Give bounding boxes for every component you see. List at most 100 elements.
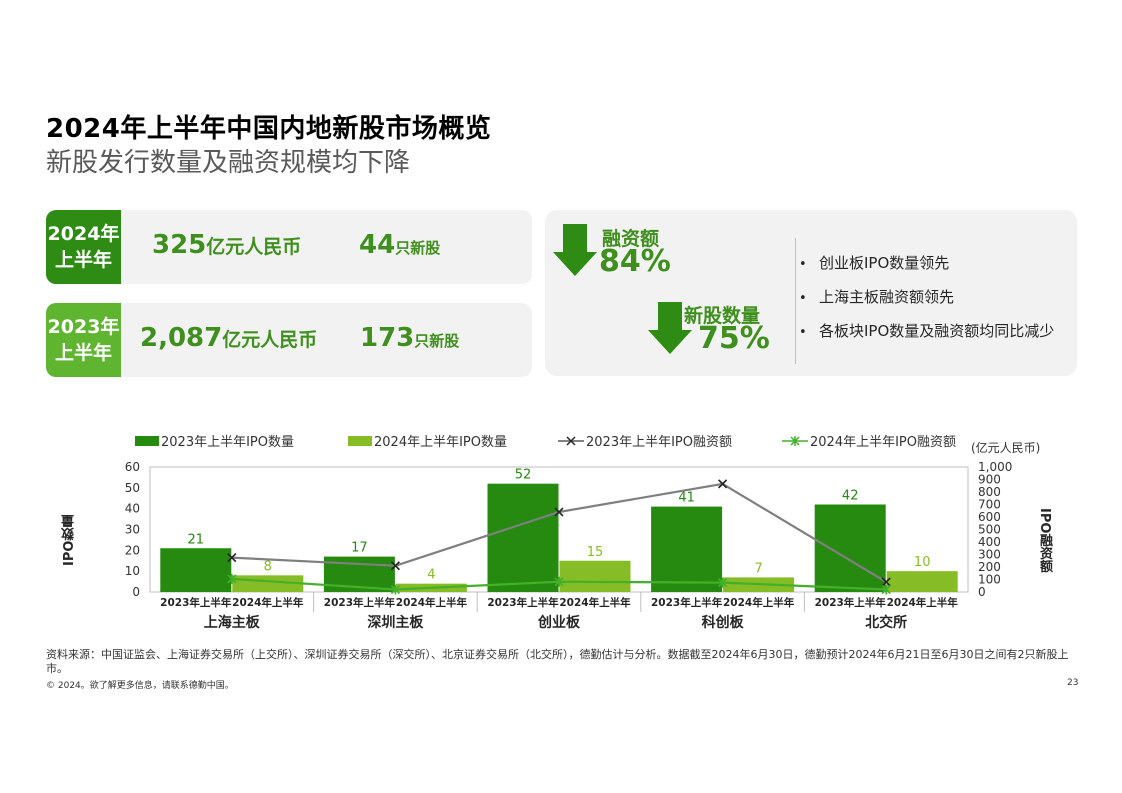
stats-row-2024: 2024年 上半年 325亿元人民币 44只新股 — [46, 210, 532, 284]
highlights-list: 创业板IPO数量领先 上海主板融资额领先 各板块IPO数量及融资额均同比减少 — [799, 252, 1054, 354]
y-tick-label-left: 50 — [125, 481, 140, 495]
data-label-2024: 15 — [587, 545, 604, 560]
y-tick-label-left: 40 — [125, 502, 140, 516]
y-tick-label-right: 600 — [978, 510, 1001, 524]
count-number: 173 — [360, 323, 415, 353]
panel-divider — [795, 238, 796, 364]
legend-line-x-marker — [558, 435, 584, 446]
x-category-label: 深圳主板 — [367, 614, 424, 631]
y-tick-label-right: 800 — [978, 485, 1001, 499]
copyright: © 2024。欲了解更多信息，请联系德勤中国。 — [46, 681, 234, 691]
legend-item: 2023年上半年IPO数量 — [135, 431, 294, 450]
y-tick-label-left: 20 — [125, 543, 140, 557]
marker-2024-funds — [718, 577, 728, 588]
marker-2023-funds — [227, 553, 237, 563]
marker-2023-funds — [390, 561, 400, 571]
amount-value-2023: 2,087亿元人民币 — [140, 323, 317, 353]
down-arrow-icon — [648, 302, 692, 354]
y-axis-label-right: IPO融资额 — [1037, 507, 1052, 573]
y-tick-label-right: 200 — [978, 560, 1001, 574]
x-category-label: 上海主板 — [204, 614, 261, 631]
marker-2024-funds — [881, 584, 891, 595]
chart-legend: 2023年上半年IPO数量 2024年上半年IPO数量 2023年上半年IPO融… — [135, 431, 1045, 451]
y-tick-label-right: 400 — [978, 535, 1001, 549]
marker-2023-funds — [881, 577, 891, 587]
legend-swatch — [135, 435, 159, 446]
y-tick-label-right: 300 — [978, 548, 1001, 562]
period-badge-2023: 2023年 上半年 — [46, 303, 121, 377]
legend-item: 2024年上半年IPO数量 — [348, 431, 507, 450]
legend-label: 2024年上半年IPO融资额 — [810, 435, 956, 450]
x-sub-label: 2023年上半年 — [160, 596, 232, 609]
funds-decline-label: 融资额 — [602, 228, 660, 250]
period-year: 2023年 — [47, 316, 120, 338]
y-tick-label-right: 0 — [978, 585, 986, 599]
legend-line-star-marker — [782, 435, 808, 446]
y-tick-label-left: 60 — [125, 460, 140, 474]
y-tick-label-left: 0 — [132, 585, 140, 599]
period-year: 2024年 — [47, 223, 120, 245]
count-value-2024: 44只新股 — [359, 230, 440, 260]
data-label-2023: 42 — [842, 489, 859, 504]
x-sub-label: 2023年上半年 — [651, 596, 723, 609]
bar-2023 — [814, 504, 886, 592]
data-label-2023: 17 — [351, 541, 368, 556]
count-number: 44 — [359, 230, 396, 260]
legend-label: 2024年上半年IPO数量 — [374, 435, 507, 450]
x-sub-label: 2024年上半年 — [559, 596, 631, 609]
legend-item: 2023年上半年IPO融资额 — [558, 431, 732, 450]
count-unit: 只新股 — [414, 332, 460, 350]
data-label-2024: 8 — [264, 559, 272, 574]
y-tick-label-right: 700 — [978, 498, 1001, 512]
amount-number: 325 — [152, 230, 207, 260]
y-tick-label-right: 1,000 — [978, 460, 1012, 474]
data-label-2023: 41 — [678, 491, 695, 506]
amount-number: 2,087 — [140, 323, 223, 353]
data-label-2024: 4 — [427, 568, 435, 583]
y-tick-label-right: 500 — [978, 523, 1001, 537]
data-label-2024: 7 — [754, 561, 762, 576]
x-sub-label: 2023年上半年 — [815, 596, 887, 609]
amount-value-2024: 325亿元人民币 — [152, 230, 301, 260]
funds-decline-pct: 84% — [599, 244, 671, 279]
highlight-item: 上海主板融资额领先 — [799, 286, 1054, 320]
bar-2024 — [886, 571, 958, 592]
y-tick-label-left: 30 — [125, 523, 140, 537]
marker-2024-funds — [554, 576, 564, 587]
period-half: 上半年 — [54, 342, 112, 364]
bar-2023 — [160, 548, 232, 592]
marker-2023-funds — [718, 479, 728, 489]
right-axis-unit: (亿元人民币) — [971, 441, 1041, 455]
x-sub-label: 2024年上半年 — [887, 596, 959, 609]
data-label-2024: 10 — [914, 555, 931, 570]
source-note: 资料来源：中国证监会、上海证券交易所（上交所）、深圳证券交易所（深交所）、北京证… — [46, 648, 1069, 675]
marker-2024-funds — [390, 584, 400, 595]
x-sub-label: 2024年上半年 — [396, 596, 468, 609]
ipo-decline-pct: 75% — [698, 321, 770, 356]
bar-2023 — [651, 506, 723, 592]
legend-label: 2023年上半年IPO数量 — [161, 435, 294, 450]
x-category-label: 科创板 — [702, 614, 745, 631]
period-badge-2024: 2024年 上半年 — [46, 210, 121, 284]
data-label-2023: 21 — [188, 532, 205, 547]
x-category-label: 创业板 — [537, 614, 581, 631]
plot-frame — [149, 466, 969, 593]
amount-unit: 亿元人民币 — [206, 236, 302, 258]
legend-label: 2023年上半年IPO融资额 — [586, 435, 732, 450]
legend-swatch — [348, 435, 372, 446]
x-category-label: 北交所 — [865, 614, 907, 631]
bar-2023 — [487, 483, 559, 592]
marker-2024-funds — [227, 573, 237, 584]
x-sub-label: 2023年上半年 — [487, 596, 559, 609]
x-sub-label: 2023年上半年 — [324, 596, 396, 609]
stats-row-2023: 2023年 上半年 2,087亿元人民币 173只新股 — [46, 303, 532, 377]
count-unit: 只新股 — [395, 239, 441, 257]
marker-2023-funds — [554, 507, 564, 517]
bar-2024 — [559, 560, 631, 592]
amount-unit: 亿元人民币 — [222, 329, 318, 351]
x-sub-label: 2024年上半年 — [723, 596, 795, 609]
page-number: 23 — [1067, 678, 1079, 688]
data-label-2023: 52 — [515, 468, 532, 483]
x-sub-label: 2024年上半年 — [232, 596, 304, 609]
